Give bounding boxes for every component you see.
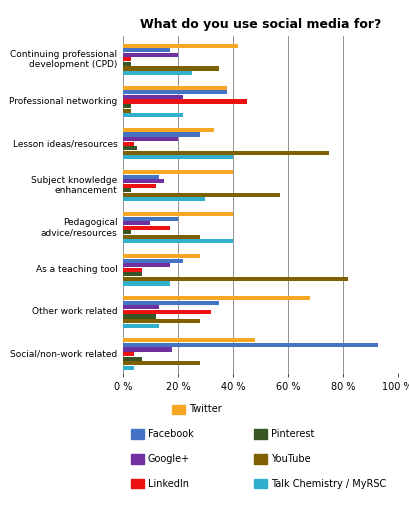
Bar [123,151,328,155]
Bar [123,272,142,277]
Bar [123,44,238,48]
Bar [123,99,246,104]
Bar [123,310,210,314]
Bar [123,71,191,75]
Bar [123,95,183,99]
Bar [123,170,232,174]
Text: Talk Chemistry / MyRSC: Talk Chemistry / MyRSC [270,479,385,489]
Bar [123,133,200,137]
Bar [123,109,131,112]
Bar [123,57,131,62]
Title: What do you use social media for?: What do you use social media for? [139,18,380,31]
Bar [123,155,232,159]
Bar [123,90,227,94]
Text: LinkedIn: LinkedIn [147,479,188,489]
Bar [123,301,218,305]
Bar [123,296,309,300]
Bar [123,221,150,225]
Bar [123,146,136,150]
Bar [123,183,155,188]
Bar [123,188,131,192]
Bar [123,343,378,347]
Bar [123,86,227,90]
Bar [123,268,142,272]
Bar [123,366,134,370]
Bar [123,361,200,365]
Bar [123,352,134,356]
Bar [123,193,279,197]
Bar [123,319,200,323]
Bar [123,141,134,146]
Bar [123,305,158,309]
Text: YouTube: YouTube [270,454,310,464]
Bar [123,324,158,327]
Bar [123,239,232,243]
Bar [123,175,158,179]
Bar [123,226,169,230]
Bar [123,113,183,117]
Bar [123,235,200,239]
Bar [123,314,155,319]
Bar [123,128,213,132]
Bar [123,231,131,234]
Bar [123,277,347,281]
Bar [123,254,200,258]
Bar [123,217,178,221]
Text: Google+: Google+ [147,454,189,464]
Bar [123,281,169,285]
Bar [123,48,169,52]
Bar [123,179,164,183]
Bar [123,197,205,202]
Bar [123,258,183,263]
Text: Twitter: Twitter [188,404,221,414]
Bar [123,62,131,66]
Bar [123,348,172,352]
Bar [123,66,218,70]
Bar [123,137,178,141]
Bar [123,104,131,108]
Bar [123,263,169,267]
Text: Facebook: Facebook [147,429,193,439]
Bar [123,53,178,57]
Text: Pinterest: Pinterest [270,429,313,439]
Bar [123,338,254,342]
Bar [123,212,232,216]
Bar [123,356,142,361]
